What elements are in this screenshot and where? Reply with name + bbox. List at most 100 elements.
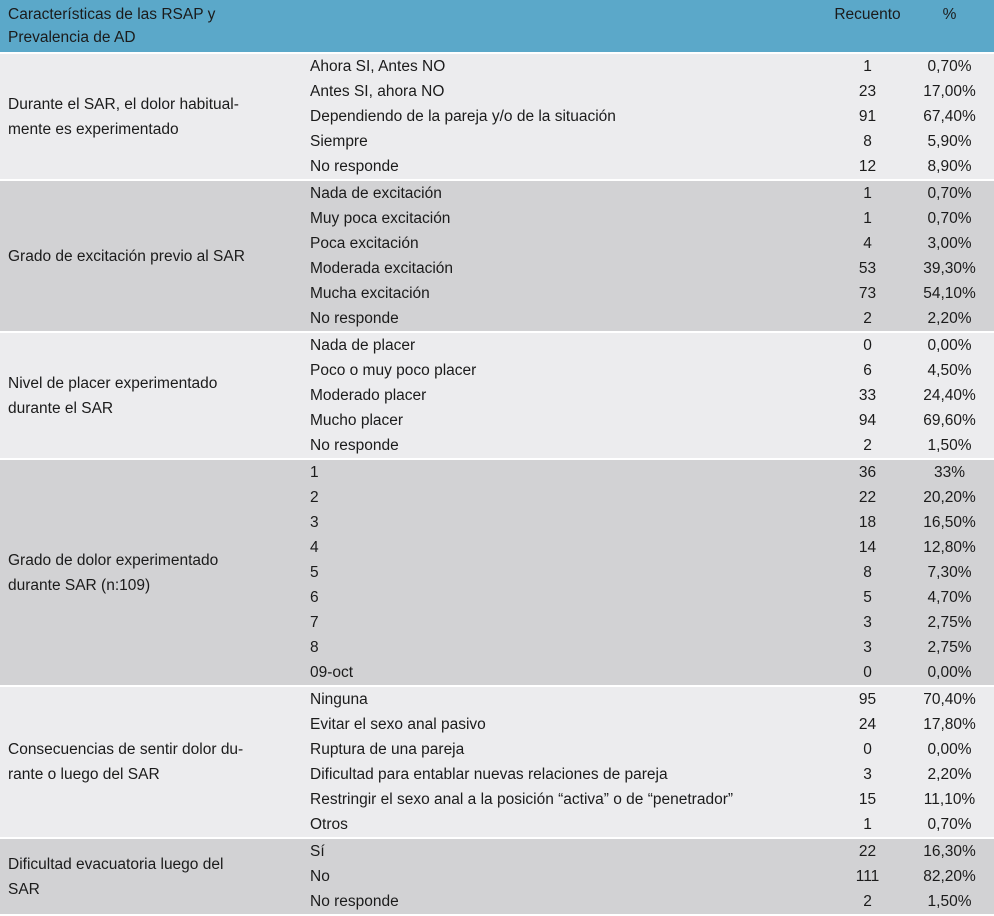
count-cell: 18 bbox=[830, 510, 906, 535]
item-cell: 6 bbox=[300, 585, 831, 610]
count-cell: 22 bbox=[830, 485, 906, 510]
count-cell: 2 bbox=[830, 433, 906, 459]
table-row: 5 8 7,30% bbox=[0, 560, 994, 585]
percent-cell: 82,20% bbox=[905, 864, 994, 889]
percent-cell: 17,00% bbox=[905, 79, 994, 104]
item-cell: No responde bbox=[300, 306, 831, 332]
percent-cell: 39,30% bbox=[905, 256, 994, 281]
count-cell: 33 bbox=[830, 383, 906, 408]
count-cell: 5 bbox=[830, 585, 906, 610]
table-row: No responde 2 1,50% bbox=[0, 433, 994, 459]
item-cell: Ruptura de una pareja bbox=[300, 737, 831, 762]
count-cell: 95 bbox=[830, 686, 906, 712]
table-row: Mucha excitación 73 54,10% bbox=[0, 281, 994, 306]
group-label-cell: Grado de excitación previo al SAR bbox=[0, 180, 300, 332]
item-cell: Dependiendo de la pareja y/o de la situa… bbox=[300, 104, 831, 129]
item-cell: No responde bbox=[300, 433, 831, 459]
table-row: Muy poca excitación 1 0,70% bbox=[0, 206, 994, 231]
section-consecuencias-dolor: Consecuencias de sentir dolor du- rante … bbox=[0, 686, 994, 838]
count-cell: 1 bbox=[830, 206, 906, 231]
section-dolor-habitualmente: Durante el SAR, el dolor habitual- mente… bbox=[0, 53, 994, 180]
item-cell: 1 bbox=[300, 459, 831, 485]
table-row: Evitar el sexo anal pasivo 24 17,80% bbox=[0, 712, 994, 737]
item-cell: 09-oct bbox=[300, 660, 831, 686]
table-row: 2 22 20,20% bbox=[0, 485, 994, 510]
group-label-cell: Consecuencias de sentir dolor du- rante … bbox=[0, 686, 300, 838]
section-dificultad-evacuatoria: Dificultad evacuatoria luego del SAR Sí … bbox=[0, 838, 994, 915]
count-cell: 8 bbox=[830, 560, 906, 585]
item-cell: No responde bbox=[300, 889, 831, 915]
percent-cell: 0,70% bbox=[905, 53, 994, 79]
table-row: Durante el SAR, el dolor habitual- mente… bbox=[0, 53, 994, 180]
percent-cell: 11,10% bbox=[905, 787, 994, 812]
item-cell: Restringir el sexo anal a la posición “a… bbox=[300, 787, 831, 812]
percent-cell: 2,75% bbox=[905, 610, 994, 635]
table-row: 7 3 2,75% bbox=[0, 610, 994, 635]
percent-cell: 2,75% bbox=[905, 635, 994, 660]
percent-cell: 67,40% bbox=[905, 104, 994, 129]
count-cell: 14 bbox=[830, 535, 906, 560]
item-cell: Ninguna bbox=[300, 686, 831, 712]
percent-cell: 70,40% bbox=[905, 686, 994, 712]
percent-cell: 33% bbox=[905, 459, 994, 485]
table-row: Antes SI, ahora NO 23 17,00% bbox=[0, 79, 994, 104]
percent-cell: 7,30% bbox=[905, 560, 994, 585]
table-row: Ruptura de una pareja 0 0,00% bbox=[0, 737, 994, 762]
percent-cell: 1,50% bbox=[905, 889, 994, 915]
percent-cell: 16,50% bbox=[905, 510, 994, 535]
table-row: No responde 12 8,90% bbox=[0, 154, 994, 180]
count-cell: 8 bbox=[830, 129, 906, 154]
table-row: Dificultad para entablar nuevas relacion… bbox=[0, 762, 994, 787]
item-cell: Mucho placer bbox=[300, 408, 831, 433]
percent-cell: 1,50% bbox=[905, 433, 994, 459]
percent-cell: 20,20% bbox=[905, 485, 994, 510]
count-cell: 3 bbox=[830, 610, 906, 635]
count-cell: 2 bbox=[830, 889, 906, 915]
table-row: 3 18 16,50% bbox=[0, 510, 994, 535]
count-cell: 1 bbox=[830, 53, 906, 79]
count-cell: 2 bbox=[830, 306, 906, 332]
column-header-recuento: Recuento bbox=[830, 0, 906, 53]
item-cell: Evitar el sexo anal pasivo bbox=[300, 712, 831, 737]
item-cell: 5 bbox=[300, 560, 831, 585]
table-row: Poca excitación 4 3,00% bbox=[0, 231, 994, 256]
section-grado-excitacion: Grado de excitación previo al SAR Nada d… bbox=[0, 180, 994, 332]
item-cell: 8 bbox=[300, 635, 831, 660]
percent-cell: 3,00% bbox=[905, 231, 994, 256]
count-cell: 1 bbox=[830, 180, 906, 206]
section-grado-dolor: Grado de dolor experimentado durante SAR… bbox=[0, 459, 994, 686]
table-row: Dificultad evacuatoria luego del SAR Sí … bbox=[0, 838, 994, 915]
percent-cell: 0,70% bbox=[905, 206, 994, 231]
item-cell: Moderada excitación bbox=[300, 256, 831, 281]
table-row: Nivel de placer experimentado durante el… bbox=[0, 332, 994, 459]
count-cell: 3 bbox=[830, 762, 906, 787]
percent-cell: 0,70% bbox=[905, 180, 994, 206]
percent-cell: 8,90% bbox=[905, 154, 994, 180]
table-row: Poco o muy poco placer 6 4,50% bbox=[0, 358, 994, 383]
percent-cell: 2,20% bbox=[905, 762, 994, 787]
count-cell: 36 bbox=[830, 459, 906, 485]
item-cell: Nada de excitación bbox=[300, 180, 831, 206]
percent-cell: 5,90% bbox=[905, 129, 994, 154]
table-row: Mucho placer 94 69,60% bbox=[0, 408, 994, 433]
table-row: Siempre 8 5,90% bbox=[0, 129, 994, 154]
item-cell: Antes SI, ahora NO bbox=[300, 79, 831, 104]
group-label-cell: Nivel de placer experimentado durante el… bbox=[0, 332, 300, 459]
item-cell: Dificultad para entablar nuevas relacion… bbox=[300, 762, 831, 787]
item-cell: 3 bbox=[300, 510, 831, 535]
item-cell: Moderado placer bbox=[300, 383, 831, 408]
percent-cell: 4,50% bbox=[905, 358, 994, 383]
table-row: 8 3 2,75% bbox=[0, 635, 994, 660]
table-row: Grado de dolor experimentado durante SAR… bbox=[0, 459, 994, 686]
table-header: Características de las RSAP y Prevalenci… bbox=[0, 0, 994, 53]
item-cell: Sí bbox=[300, 838, 831, 864]
item-cell: 2 bbox=[300, 485, 831, 510]
table-row: 09-oct 0 0,00% bbox=[0, 660, 994, 686]
item-cell: Siempre bbox=[300, 129, 831, 154]
count-cell: 3 bbox=[830, 635, 906, 660]
percent-cell: 2,20% bbox=[905, 306, 994, 332]
percent-cell: 16,30% bbox=[905, 838, 994, 864]
table-row: No 111 82,20% bbox=[0, 864, 994, 889]
count-cell: 111 bbox=[830, 864, 906, 889]
